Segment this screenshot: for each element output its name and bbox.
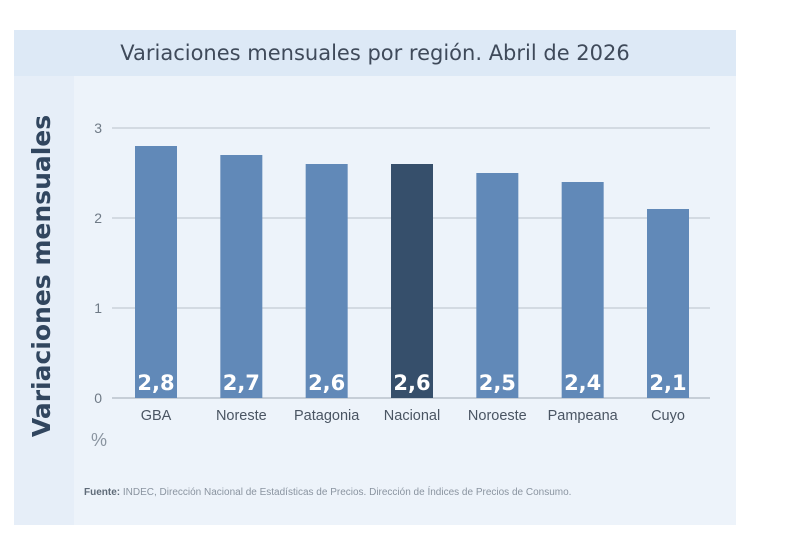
data-label: 2,6 <box>308 371 345 395</box>
title-band <box>14 30 736 76</box>
x-tick-label: Patagonia <box>294 408 360 424</box>
value-labels: 2,8 2,7 2,6 2,6 2,5 2,4 2,1 <box>137 371 686 395</box>
y-axis-ticks: 0 1 2 3 <box>94 120 102 406</box>
x-tick-label: Cuyo <box>651 408 685 424</box>
unit-label: % <box>91 430 107 450</box>
y-tick-label: 3 <box>94 120 102 136</box>
bar-gba <box>135 146 177 398</box>
y-tick-label: 1 <box>94 300 102 316</box>
data-label: 2,8 <box>137 371 174 395</box>
bar-noreste <box>220 155 263 398</box>
bars <box>135 146 689 398</box>
data-label: 2,1 <box>649 371 686 395</box>
y-tick-label: 0 <box>94 390 102 406</box>
bar-noroeste <box>476 173 519 398</box>
data-label: 2,4 <box>564 371 601 395</box>
bar-nacional <box>391 164 433 398</box>
bar-patagonia <box>305 164 348 398</box>
y-tick-label: 2 <box>94 210 102 226</box>
source-text: INDEC, Dirección Nacional de Estadística… <box>120 485 571 498</box>
x-tick-label: GBA <box>141 408 172 424</box>
source-note: Fuente: INDEC, Dirección Nacional de Est… <box>84 485 571 498</box>
chart-panel <box>14 30 736 525</box>
y-axis-label: Variaciones mensuales <box>27 115 56 437</box>
axis-band <box>14 76 74 525</box>
bar-pampeana <box>561 182 604 398</box>
x-axis-ticks: GBA Noreste Patagonia Nacional Noroeste Pampe… <box>141 408 685 424</box>
chart-title: Variaciones mensuales por región. Abril … <box>120 41 630 65</box>
source-label: Fuente: <box>84 487 120 498</box>
x-tick-label: Nacional <box>384 408 440 424</box>
bar-cuyo <box>647 209 689 398</box>
data-label: 2,5 <box>479 371 516 395</box>
x-tick-label: Noreste <box>216 408 267 424</box>
x-tick-label: Noroeste <box>468 408 527 424</box>
data-label: 2,6 <box>393 371 430 395</box>
data-label: 2,7 <box>223 371 260 395</box>
x-tick-label: Pampeana <box>548 408 619 424</box>
